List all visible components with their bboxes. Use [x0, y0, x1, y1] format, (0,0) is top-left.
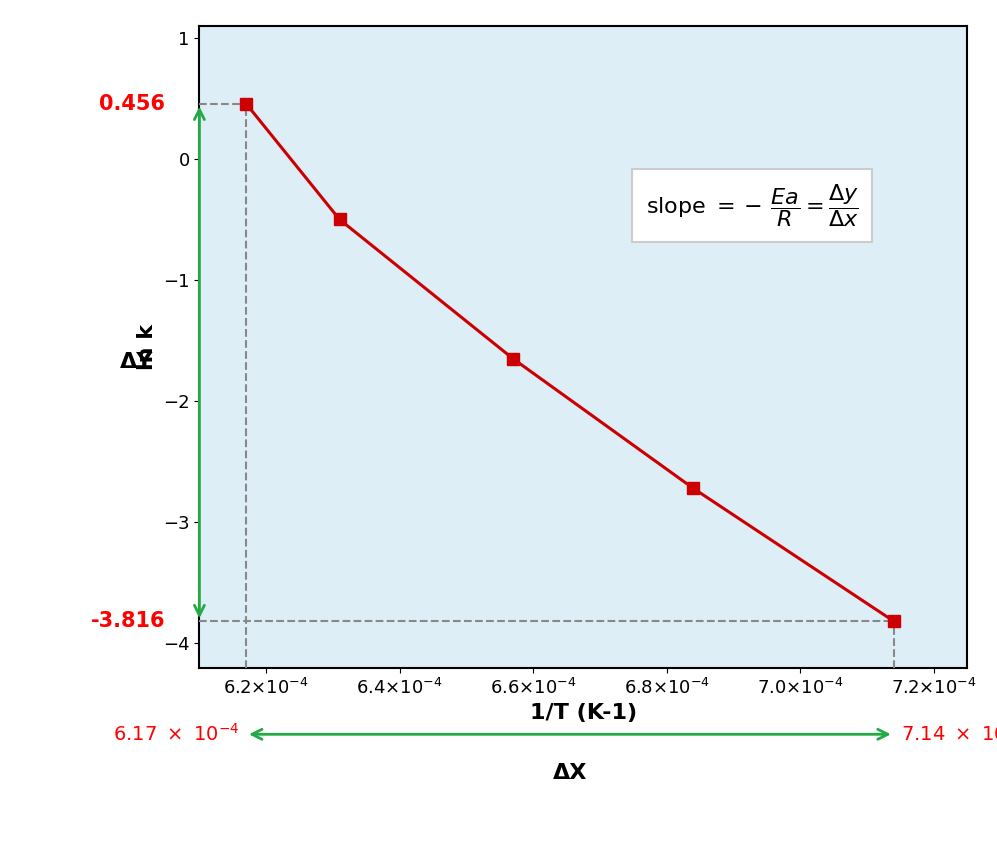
Text: ΔY: ΔY: [121, 353, 154, 372]
Text: -3.816: -3.816: [91, 611, 166, 631]
Y-axis label: ln k: ln k: [138, 324, 158, 370]
Text: $7.14\ \times\ 10^{-4}$: $7.14\ \times\ 10^{-4}$: [900, 723, 997, 746]
X-axis label: 1/T (K-1): 1/T (K-1): [529, 703, 637, 723]
Text: $6.17\ \times\ 10^{-4}$: $6.17\ \times\ 10^{-4}$: [113, 723, 239, 746]
Text: slope $= -\,\dfrac{Ea}{R} = \dfrac{\Delta y}{\Delta x}$: slope $= -\,\dfrac{Ea}{R} = \dfrac{\Delt…: [646, 182, 858, 229]
Text: 0.456: 0.456: [100, 93, 166, 114]
Text: ΔX: ΔX: [552, 764, 587, 783]
